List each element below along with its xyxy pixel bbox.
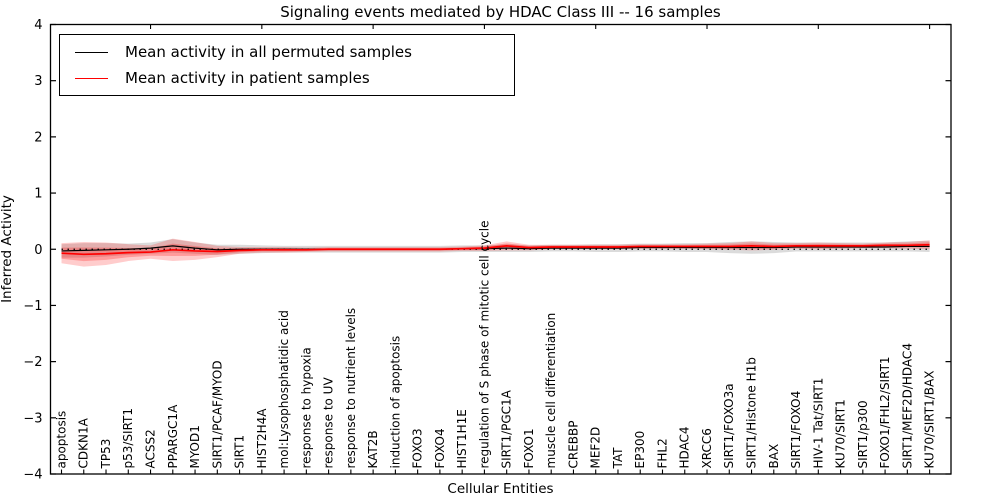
x-category-label: FOXO3: [411, 428, 425, 468]
x-category-label: MEF2D: [589, 427, 603, 469]
x-category-label: CDKN1A: [77, 417, 91, 468]
x-category-label: FOXO1: [522, 428, 536, 468]
x-category-label: induction of apoptosis: [388, 336, 402, 469]
legend-label-patient: Mean activity in patient samples: [125, 69, 370, 87]
x-category-label: SIRT1/p300: [856, 400, 870, 468]
legend-row-patient: Mean activity in patient samples: [75, 69, 514, 87]
patient-line-swatch: [75, 77, 108, 79]
y-tick-label: 4: [34, 18, 42, 33]
patient-mean-line: [61, 243, 930, 256]
x-category-label: KU70/SIRT1/BAX: [923, 371, 937, 469]
x-category-label: XRCC6: [700, 428, 714, 468]
x-category-label: FOXO4: [433, 428, 447, 468]
x-category-label: MYOD1: [188, 425, 202, 468]
legend: Mean activity in all permuted samples Me…: [59, 34, 515, 96]
y-tick-label: −2: [23, 355, 42, 370]
permuted-mean-line: [61, 245, 930, 252]
y-tick-label: −3: [23, 411, 42, 426]
x-category-label: SIRT1/FOXO4: [789, 391, 803, 469]
x-category-label: response to hypoxia: [299, 347, 313, 468]
x-category-label: PPARGC1A: [166, 404, 180, 469]
x-category-label: SIRT1/Histone H1b: [744, 357, 758, 468]
x-category-label: BAX: [767, 444, 781, 469]
x-category-label: apoptosis: [54, 411, 68, 469]
x-category-label: SIRT1/FOXO3a: [722, 383, 736, 468]
x-category-label: response to nutrient levels: [344, 308, 358, 469]
x-category-label: TAT: [611, 447, 625, 470]
permuted-line-swatch: [75, 51, 108, 53]
x-category-label: CREBBP: [566, 421, 580, 469]
x-category-label: FHL2: [655, 438, 669, 468]
x-category-label: p53/SIRT1: [121, 408, 135, 469]
x-category-label: ACSS2: [143, 429, 157, 468]
x-category-label: FOXO1/FHL2/SIRT1: [878, 356, 892, 468]
x-category-label: regulation of S phase of mitotic cell cy…: [477, 221, 491, 469]
x-category-label: muscle cell differentiation: [544, 313, 558, 469]
y-tick-label: 3: [34, 74, 42, 89]
y-axis-label: Inferred Activity: [0, 195, 15, 303]
x-category-label: TP53: [99, 439, 113, 470]
x-category-label: HDAC4: [678, 426, 692, 468]
x-category-label: EP300: [633, 431, 647, 469]
y-tick-label: −4: [23, 468, 42, 483]
y-tick-label: 1: [34, 187, 42, 202]
x-category-label: HIST1H1E: [455, 409, 469, 468]
legend-label-permuted: Mean activity in all permuted samples: [125, 43, 412, 61]
x-category-label: KAT2B: [366, 430, 380, 468]
x-category-label: response to UV: [322, 377, 336, 469]
legend-row-permuted: Mean activity in all permuted samples: [75, 43, 514, 61]
x-axis-label: Cellular Entities: [447, 481, 554, 497]
x-category-label: HIST2H4A: [255, 408, 269, 469]
x-category-label: KU70/SIRT1: [834, 399, 848, 468]
y-tick-label: 2: [34, 130, 42, 145]
y-tick-label: −1: [23, 299, 42, 314]
y-tick-label: 0: [34, 243, 42, 258]
x-category-label: mol:Lysophosphatidic acid: [277, 310, 291, 468]
x-category-label: SIRT1/PGC1A: [500, 389, 514, 468]
x-category-label: HIV-1 Tat/SIRT1: [811, 378, 825, 469]
plot-title: Signaling events mediated by HDAC Class …: [280, 3, 721, 21]
x-category-label: SIRT1: [233, 435, 247, 469]
x-category-label: SIRT1/PCAF/MYOD: [210, 360, 224, 468]
x-category-label: SIRT1/MEF2D/HDAC4: [900, 343, 914, 468]
